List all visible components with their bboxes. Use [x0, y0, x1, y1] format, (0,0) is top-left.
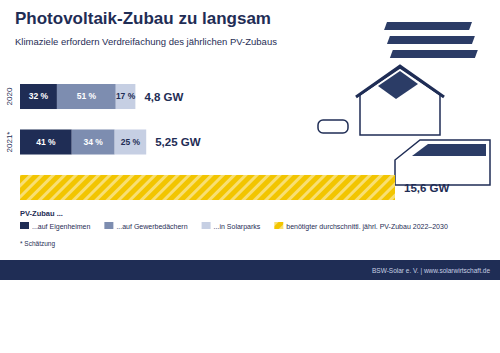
legend-label: ...in Solarparks [214, 223, 261, 231]
decor-car [318, 120, 348, 133]
legend-swatch [20, 222, 29, 229]
decor-panel [390, 50, 478, 58]
data-label: 17 % [116, 91, 136, 101]
bar-segment [116, 84, 136, 109]
bars [20, 84, 395, 200]
decor-building [395, 140, 490, 185]
total-label: 4,8 GW [144, 91, 183, 103]
legend-swatch [202, 222, 211, 229]
total-label: 5,25 GW [155, 136, 201, 148]
illustration [318, 22, 490, 185]
data-label: 34 % [84, 137, 104, 147]
legend-swatch [104, 222, 113, 229]
y-tick-label: 2021* [5, 132, 14, 153]
footnote: * Schätzung [20, 240, 55, 248]
data-labels: 32 % 51 % 17 % 4,8 GW 41 % 34 % 25 % 5,25 GW 15,… [29, 91, 450, 194]
y-tick: 2020 [5, 87, 20, 105]
footer-band [0, 260, 500, 280]
decor-roof-panel [378, 71, 418, 99]
legend-item: benötigter durchschnittl. jährl. PV-Zuba… [274, 222, 448, 231]
legend-label: benötigter durchschnittl. jährl. PV-Zuba… [286, 223, 448, 231]
bar-segment [57, 84, 116, 109]
decor-house [360, 68, 440, 135]
data-label: 32 % [29, 91, 49, 101]
legend-label: ...auf Gewerbedächern [116, 223, 187, 230]
decor-panel [384, 22, 472, 30]
y-axis: 2020 2021* [5, 87, 20, 187]
decor-panel [387, 36, 475, 44]
legend-item: ...auf Gewerbedächern [104, 222, 187, 230]
legend-item: ...auf Eigenheimen [20, 222, 90, 231]
decor-building-panels [412, 144, 486, 156]
data-label: 51 % [77, 91, 97, 101]
bar-segment [72, 129, 115, 154]
bar-segment [20, 84, 57, 109]
data-label: 25 % [121, 137, 141, 147]
source: BSW-Solar e. V. | www.solarwirtschaft.de [372, 267, 490, 275]
bar-segment [20, 175, 395, 200]
legend: PV-Zubau ... ...auf Eigenheimen ...auf Gew… [20, 209, 448, 231]
chart: Photovoltaik-Zubau zu langsam Klimaziele … [0, 0, 500, 353]
title: Photovoltaik-Zubau zu langsam [15, 9, 271, 28]
subtitle: Klimaziele erfordern Verdreifachung des … [15, 36, 277, 47]
legend-swatch [274, 222, 283, 229]
total-label: 15,6 GW [404, 182, 450, 194]
y-tick: 2021* [5, 132, 20, 153]
bar-segment [20, 129, 72, 154]
legend-title: PV-Zubau ... [20, 209, 63, 218]
y-tick-label: 2020 [5, 87, 14, 105]
legend-label: ...auf Eigenheimen [32, 223, 90, 231]
bar-segment [115, 129, 147, 154]
data-label: 41 % [36, 137, 56, 147]
legend-item: ...in Solarparks [202, 222, 261, 231]
